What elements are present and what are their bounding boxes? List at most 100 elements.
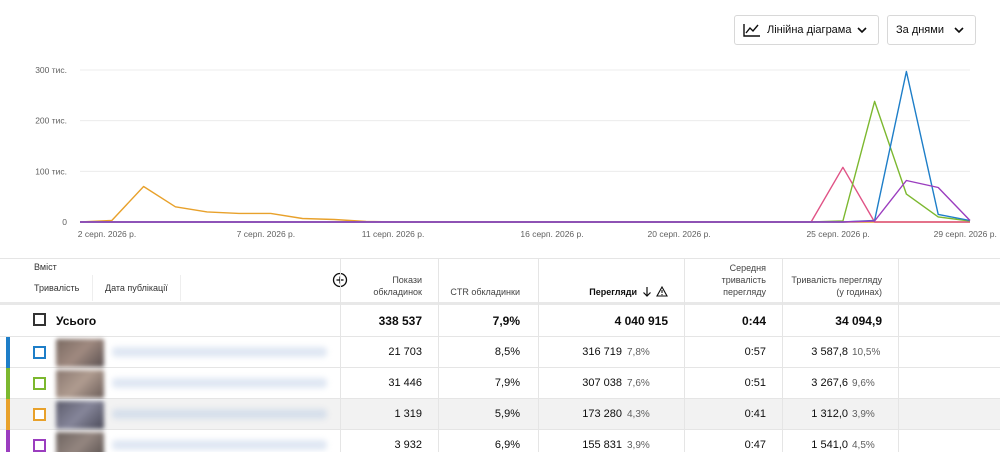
period-label: За днями (896, 24, 944, 36)
x-tick-label: 25 серп. 2026 р. (806, 229, 869, 239)
row-impressions: 31 446 (388, 377, 422, 389)
column-views-label: Перегляди (589, 287, 637, 297)
header-divider (0, 302, 1000, 305)
series-color-stripe (6, 337, 10, 368)
video-title-redacted[interactable] (112, 409, 327, 419)
row-watch-time: 3 267,6 (811, 377, 848, 389)
chart-type-dropdown[interactable]: Лінійна діаграма (734, 15, 879, 45)
chevron-down-icon (857, 27, 867, 34)
table-header (0, 258, 1000, 302)
video-thumbnail[interactable] (56, 370, 104, 398)
row-views-percent: 7,6% (627, 378, 650, 389)
total-label: Усього (56, 314, 97, 328)
video-title-redacted[interactable] (112, 378, 327, 388)
column-divider (340, 258, 341, 452)
y-tick-label: 0 (62, 217, 67, 227)
row-avg-duration: 0:47 (744, 439, 766, 451)
row-ctr: 7,9% (494, 377, 520, 389)
sort-down-arrow-icon (643, 287, 651, 297)
column-avg-duration[interactable]: Середня тривалість перегляду (721, 263, 766, 297)
period-dropdown[interactable]: За днями (887, 15, 976, 45)
warning-icon[interactable] (656, 286, 668, 297)
x-tick-label: 20 серп. 2026 р. (648, 229, 711, 239)
row-checkbox[interactable] (33, 439, 46, 452)
column-impressions[interactable]: Покази обкладинок (373, 275, 422, 297)
row-views: 307 038 (582, 377, 622, 389)
video-thumbnail[interactable] (56, 401, 104, 429)
row-views: 173 280 (582, 408, 622, 420)
row-avg-duration: 0:51 (744, 377, 766, 389)
column-watch-time[interactable]: Тривалість перегляду (у годинах) (791, 275, 882, 297)
series-line-1[interactable] (80, 166, 970, 223)
row-views: 316 719 (582, 346, 622, 358)
row-impressions: 21 703 (388, 346, 422, 358)
video-thumbnail[interactable] (56, 339, 104, 367)
x-tick-label: 11 серп. 2026 р. (362, 229, 425, 239)
series-color-stripe (6, 368, 10, 399)
video-thumbnail[interactable] (56, 432, 104, 452)
total-views: 4 040 915 (614, 314, 668, 328)
row-ctr: 8,5% (494, 346, 520, 358)
row-watch-percent: 3,9% (852, 409, 875, 420)
tab-duration[interactable]: Тривалість (34, 283, 80, 293)
x-tick-label: 7 серп. 2026 р. (237, 229, 295, 239)
video-title-redacted[interactable] (112, 347, 327, 357)
column-divider (538, 258, 539, 452)
tab-publish-date[interactable]: Дата публікації (92, 275, 181, 301)
chevron-down-icon (954, 27, 964, 34)
table-row[interactable]: 21 703 8,5% 316 719 7,8% 0:57 3 587,8 10… (0, 337, 1000, 368)
row-watch-time: 3 587,8 (811, 346, 848, 358)
column-divider (684, 258, 685, 452)
chart-type-label: Лінійна діаграма (767, 24, 852, 36)
series-line-3[interactable] (80, 70, 971, 223)
y-tick-label: 200 тис. (35, 116, 67, 126)
total-watch-time: 34 094,9 (835, 314, 882, 328)
row-views-percent: 4,3% (627, 409, 650, 420)
series-color-stripe (6, 430, 10, 452)
column-divider (782, 258, 783, 452)
column-divider (898, 258, 899, 452)
total-ctr: 7,9% (492, 314, 520, 328)
y-axis-labels: 0 100 тис. 200 тис. 300 тис. (35, 65, 67, 227)
table-total-row: Усього 338 537 7,9% 4 040 915 0:44 34 09… (0, 305, 1000, 337)
x-axis-labels: 2 серп. 2026 р. 7 серп. 2026 р. 11 серп. 2… (78, 229, 997, 239)
column-divider (438, 258, 439, 452)
content-column-header: Вміст (34, 262, 57, 272)
total-checkbox[interactable] (33, 313, 46, 326)
row-watch-time: 1 312,0 (811, 408, 848, 420)
row-ctr: 6,9% (494, 439, 520, 451)
series-line-2[interactable] (80, 100, 971, 223)
row-checkbox[interactable] (33, 346, 46, 359)
row-checkbox[interactable] (33, 408, 46, 421)
y-tick-label: 100 тис. (35, 166, 67, 176)
y-tick-label: 300 тис. (35, 65, 67, 75)
series-color-stripe (6, 399, 10, 430)
row-avg-duration: 0:41 (744, 408, 766, 420)
row-avg-duration: 0:57 (744, 346, 766, 358)
x-tick-label: 2 серп. 2026 р. (78, 229, 136, 239)
column-ctr[interactable]: CTR обкладинки (450, 287, 520, 297)
series-line-4[interactable] (80, 179, 971, 223)
row-checkbox[interactable] (33, 377, 46, 390)
row-views-percent: 7,8% (627, 347, 650, 358)
table-row[interactable]: 31 446 7,9% 307 038 7,6% 0:51 3 267,6 9,… (0, 368, 1000, 399)
views-line-chart: 0 100 тис. 200 тис. 300 тис. 2 серп. 2026 р… (35, 65, 997, 239)
x-tick-label: 29 серп. 2026 р. (934, 229, 997, 239)
series-line-0[interactable] (79, 185, 970, 223)
row-watch-percent: 4,5% (852, 440, 875, 451)
row-watch-time: 1 541,0 (811, 439, 848, 451)
column-views[interactable]: Перегляди (560, 262, 668, 302)
chart-grid (80, 69, 970, 223)
row-ctr: 5,9% (494, 408, 520, 420)
chart-series (79, 70, 971, 223)
x-tick-label: 16 серп. 2026 р. (520, 229, 583, 239)
row-watch-percent: 10,5% (852, 347, 881, 358)
row-watch-percent: 9,6% (852, 378, 875, 389)
video-title-redacted[interactable] (112, 440, 327, 450)
row-views-percent: 3,9% (627, 440, 650, 451)
table-row[interactable]: 3 932 6,9% 155 831 3,9% 0:47 1 541,0 4,5… (0, 430, 1000, 452)
table-row[interactable]: 1 319 5,9% 173 280 4,3% 0:41 1 312,0 3,9… (0, 399, 1000, 430)
row-impressions: 1 319 (394, 408, 422, 420)
row-views: 155 831 (582, 439, 622, 451)
line-chart-icon (743, 24, 760, 37)
